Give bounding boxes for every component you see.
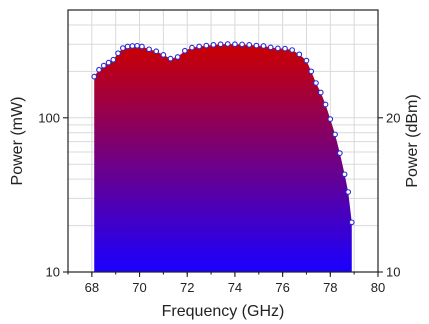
data-point: [115, 50, 121, 57]
power-area-fill: [94, 43, 352, 272]
data-point: [139, 43, 145, 50]
data-point: [134, 42, 141, 49]
data-point: [336, 150, 343, 156]
x-tick-label: 76: [275, 280, 289, 295]
data-point: [327, 116, 334, 122]
data-point: [119, 45, 126, 51]
data-point: [174, 54, 181, 60]
data-point: [253, 42, 260, 49]
data-point: [322, 101, 329, 108]
data-point: [317, 89, 324, 96]
data-point: [239, 41, 245, 48]
data-point: [153, 48, 160, 55]
y2-tick-label: 10: [386, 265, 400, 280]
data-point: [91, 73, 98, 80]
y-tick-label: 100: [38, 110, 60, 125]
data-point: [289, 47, 296, 53]
x-axis-title: Frequency (GHz): [162, 303, 285, 320]
data-point: [124, 43, 131, 50]
data-point: [313, 80, 319, 86]
y-tick-label: 10: [46, 265, 60, 280]
data-point: [296, 51, 303, 58]
data-point: [105, 59, 112, 66]
x-tick-label: 74: [228, 280, 242, 295]
data-point: [181, 47, 188, 54]
data-point: [260, 43, 267, 49]
y2-tick-label: 20: [386, 110, 400, 125]
y2-axis-title: Power (dBm): [404, 94, 421, 187]
data-point: [308, 68, 315, 75]
data-point: [341, 171, 348, 178]
y-tick-labels: 10 100: [38, 110, 60, 279]
data-point: [267, 44, 274, 51]
x-tick-label: 68: [85, 280, 99, 295]
data-markers: [91, 41, 355, 226]
data-point: [110, 56, 117, 63]
x-tick-label: 80: [371, 280, 385, 295]
data-point: [146, 46, 152, 53]
x-tick-label: 70: [132, 280, 146, 295]
y2-tick-labels: 10 20: [386, 110, 400, 279]
data-point: [210, 42, 217, 48]
data-point: [100, 62, 107, 69]
data-point: [282, 45, 288, 52]
axis-ticks: [63, 117, 383, 277]
data-point: [189, 44, 195, 51]
data-point: [232, 41, 238, 48]
x-tick-label: 78: [323, 280, 337, 295]
data-point: [303, 57, 310, 64]
data-point: [196, 43, 203, 50]
data-point: [96, 66, 102, 73]
data-point: [348, 219, 355, 226]
y-axis-title: Power (mW): [9, 97, 26, 186]
data-point: [129, 43, 136, 49]
x-tick-labels: 68 70 72 74 76 78 80: [85, 280, 386, 295]
plot-frame: [67, 9, 379, 273]
data-point: [332, 131, 338, 138]
data-point: [203, 42, 210, 49]
data-point: [160, 51, 167, 58]
data-point: [246, 42, 253, 48]
data-point: [167, 55, 174, 62]
data-point: [345, 189, 352, 195]
data-point: [274, 45, 281, 52]
data-point: [217, 41, 224, 48]
x-tick-label: 72: [180, 280, 194, 295]
data-point: [224, 41, 231, 47]
